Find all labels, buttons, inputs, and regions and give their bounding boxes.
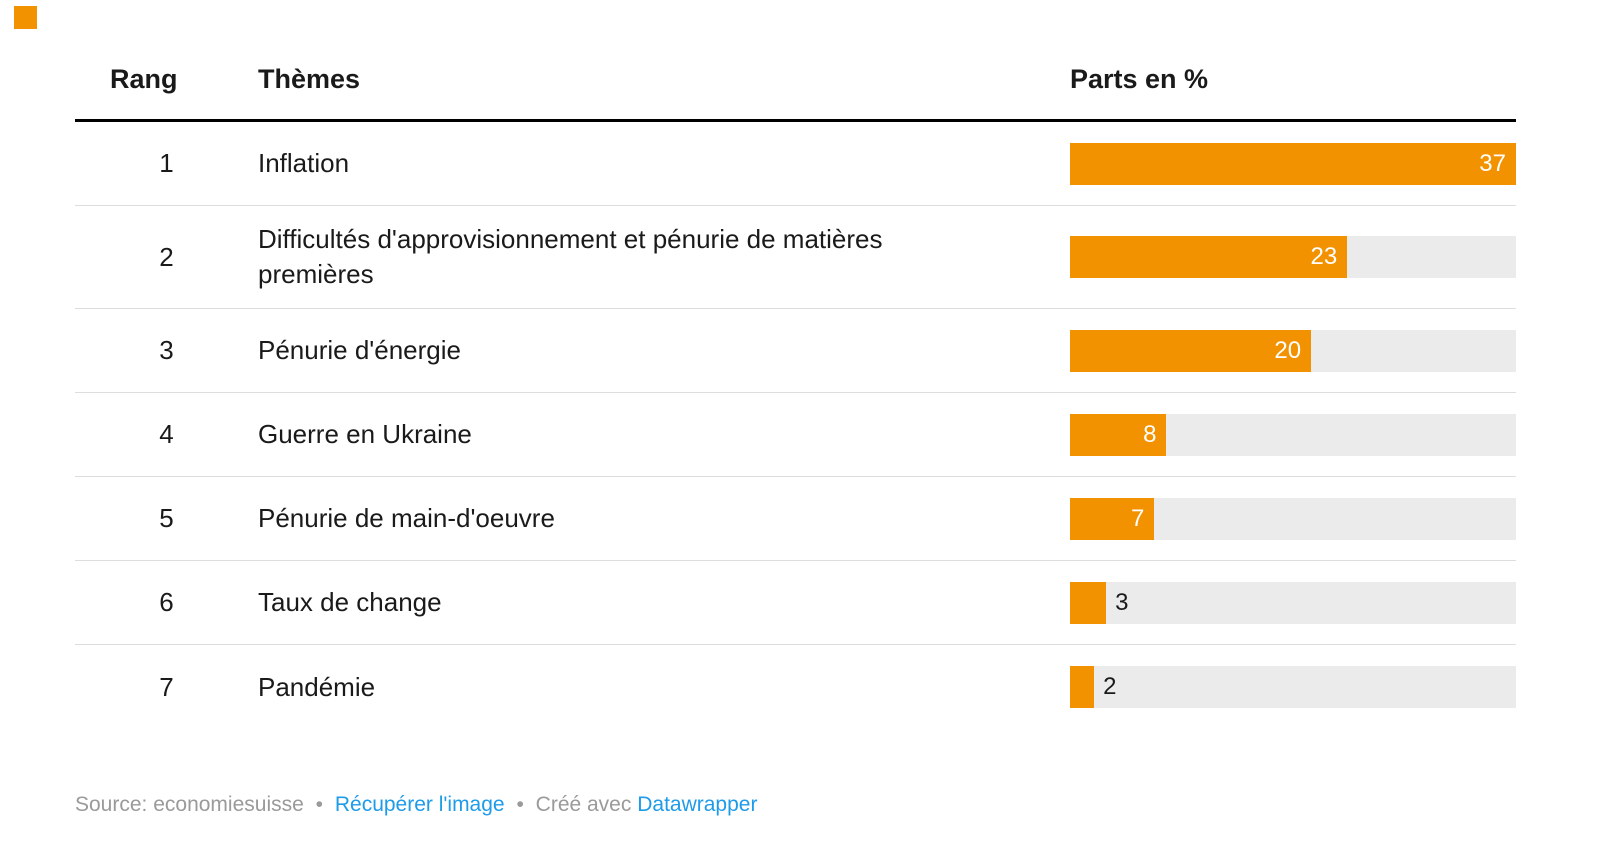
- theme-cell: Pénurie de main-d'oeuvre: [258, 503, 555, 534]
- table-row: 2 Difficultés d'approvisionnement et pén…: [75, 206, 1516, 310]
- created-with-text: Créé avec: [535, 793, 632, 816]
- theme-cell: Taux de change: [258, 587, 442, 618]
- bar-cell: 2: [1070, 666, 1516, 709]
- bar-cell: 3: [1070, 581, 1516, 624]
- bar: 23: [1070, 236, 1348, 279]
- bar-value-label: 20: [1274, 336, 1302, 364]
- table-row: 6 Taux de change 3: [75, 561, 1516, 646]
- bar-value-label: 7: [1131, 504, 1145, 532]
- theme-cell: Inflation: [258, 147, 350, 178]
- header-rank: Rang: [110, 64, 178, 94]
- source-text: Source: economiesuisse: [75, 793, 304, 816]
- theme-cell: Guerre en Ukraine: [258, 419, 472, 450]
- header-share: Parts en %: [1070, 64, 1209, 94]
- bar-track: 8: [1070, 413, 1516, 456]
- bar-value-label: 37: [1479, 149, 1506, 177]
- table-row: 7 Pandémie 2: [75, 645, 1516, 729]
- get-image-link[interactable]: Récupérer l'image: [334, 793, 505, 816]
- datawrapper-link[interactable]: Datawrapper: [637, 793, 758, 816]
- bar: 37: [1070, 142, 1516, 185]
- bar-track: 23: [1070, 236, 1516, 279]
- header-theme: Thèmes: [258, 64, 361, 94]
- bar-cell: 7: [1070, 497, 1516, 540]
- table-header-row: Rang Thèmes Parts en %: [75, 50, 1516, 122]
- rank-cell: 4: [159, 419, 174, 450]
- theme-cell: Pénurie d'énergie: [258, 335, 461, 366]
- rank-cell: 6: [159, 587, 174, 618]
- bar-value-label: 3: [1115, 588, 1129, 616]
- bar-cell: 8: [1070, 413, 1516, 456]
- bar-track: 37: [1070, 142, 1516, 185]
- bar: 7: [1070, 497, 1155, 540]
- bar-track: 7: [1070, 497, 1516, 540]
- table-row: 3 Pénurie d'énergie 20: [75, 309, 1516, 394]
- rank-cell: 2: [159, 241, 174, 272]
- bar-value-label: 2: [1103, 673, 1117, 701]
- bar-cell: 23: [1070, 236, 1516, 279]
- bar-cell: 37: [1070, 142, 1516, 185]
- bar-track: 3: [1070, 581, 1516, 624]
- bar-value-label: 23: [1310, 243, 1338, 271]
- bar-track: 20: [1070, 329, 1516, 372]
- table-row: 1 Inflation 37: [75, 122, 1516, 206]
- bar: 2: [1070, 666, 1116, 709]
- bar: 8: [1070, 413, 1167, 456]
- attribution-footer: Source: economiesuisse • Récupérer l'ima…: [75, 793, 757, 817]
- brand-mark: [14, 6, 37, 29]
- bar-track: 2: [1070, 666, 1516, 709]
- theme-cell: Pandémie: [258, 671, 376, 702]
- bar-value-label: 8: [1143, 420, 1157, 448]
- bar-cell: 20: [1070, 329, 1516, 372]
- ranking-table: Rang Thèmes Parts en % 1 Inflation 37 2 …: [75, 50, 1516, 729]
- rank-cell: 7: [159, 671, 174, 702]
- theme-cell: Difficultés d'approvisionnement et pénur…: [258, 224, 883, 290]
- bar: 3: [1070, 581, 1129, 624]
- bullet-separator: •: [315, 793, 323, 816]
- table-row: 4 Guerre en Ukraine 8: [75, 393, 1516, 478]
- bullet-separator: •: [516, 793, 524, 816]
- rank-cell: 1: [159, 148, 174, 178]
- rank-cell: 5: [159, 503, 174, 534]
- bar: 20: [1070, 329, 1312, 372]
- table-row: 5 Pénurie de main-d'oeuvre 7: [75, 477, 1516, 562]
- rank-cell: 3: [159, 335, 174, 366]
